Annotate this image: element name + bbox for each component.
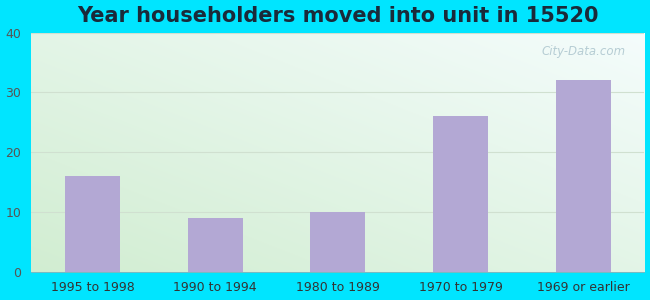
Bar: [433, 116, 488, 272]
Title: Year householders moved into unit in 15520: Year householders moved into unit in 155…: [77, 6, 599, 26]
Text: City-Data.com: City-Data.com: [542, 45, 626, 58]
Bar: [188, 218, 242, 272]
Bar: [65, 176, 120, 272]
Bar: [310, 212, 365, 272]
Bar: [556, 80, 611, 272]
